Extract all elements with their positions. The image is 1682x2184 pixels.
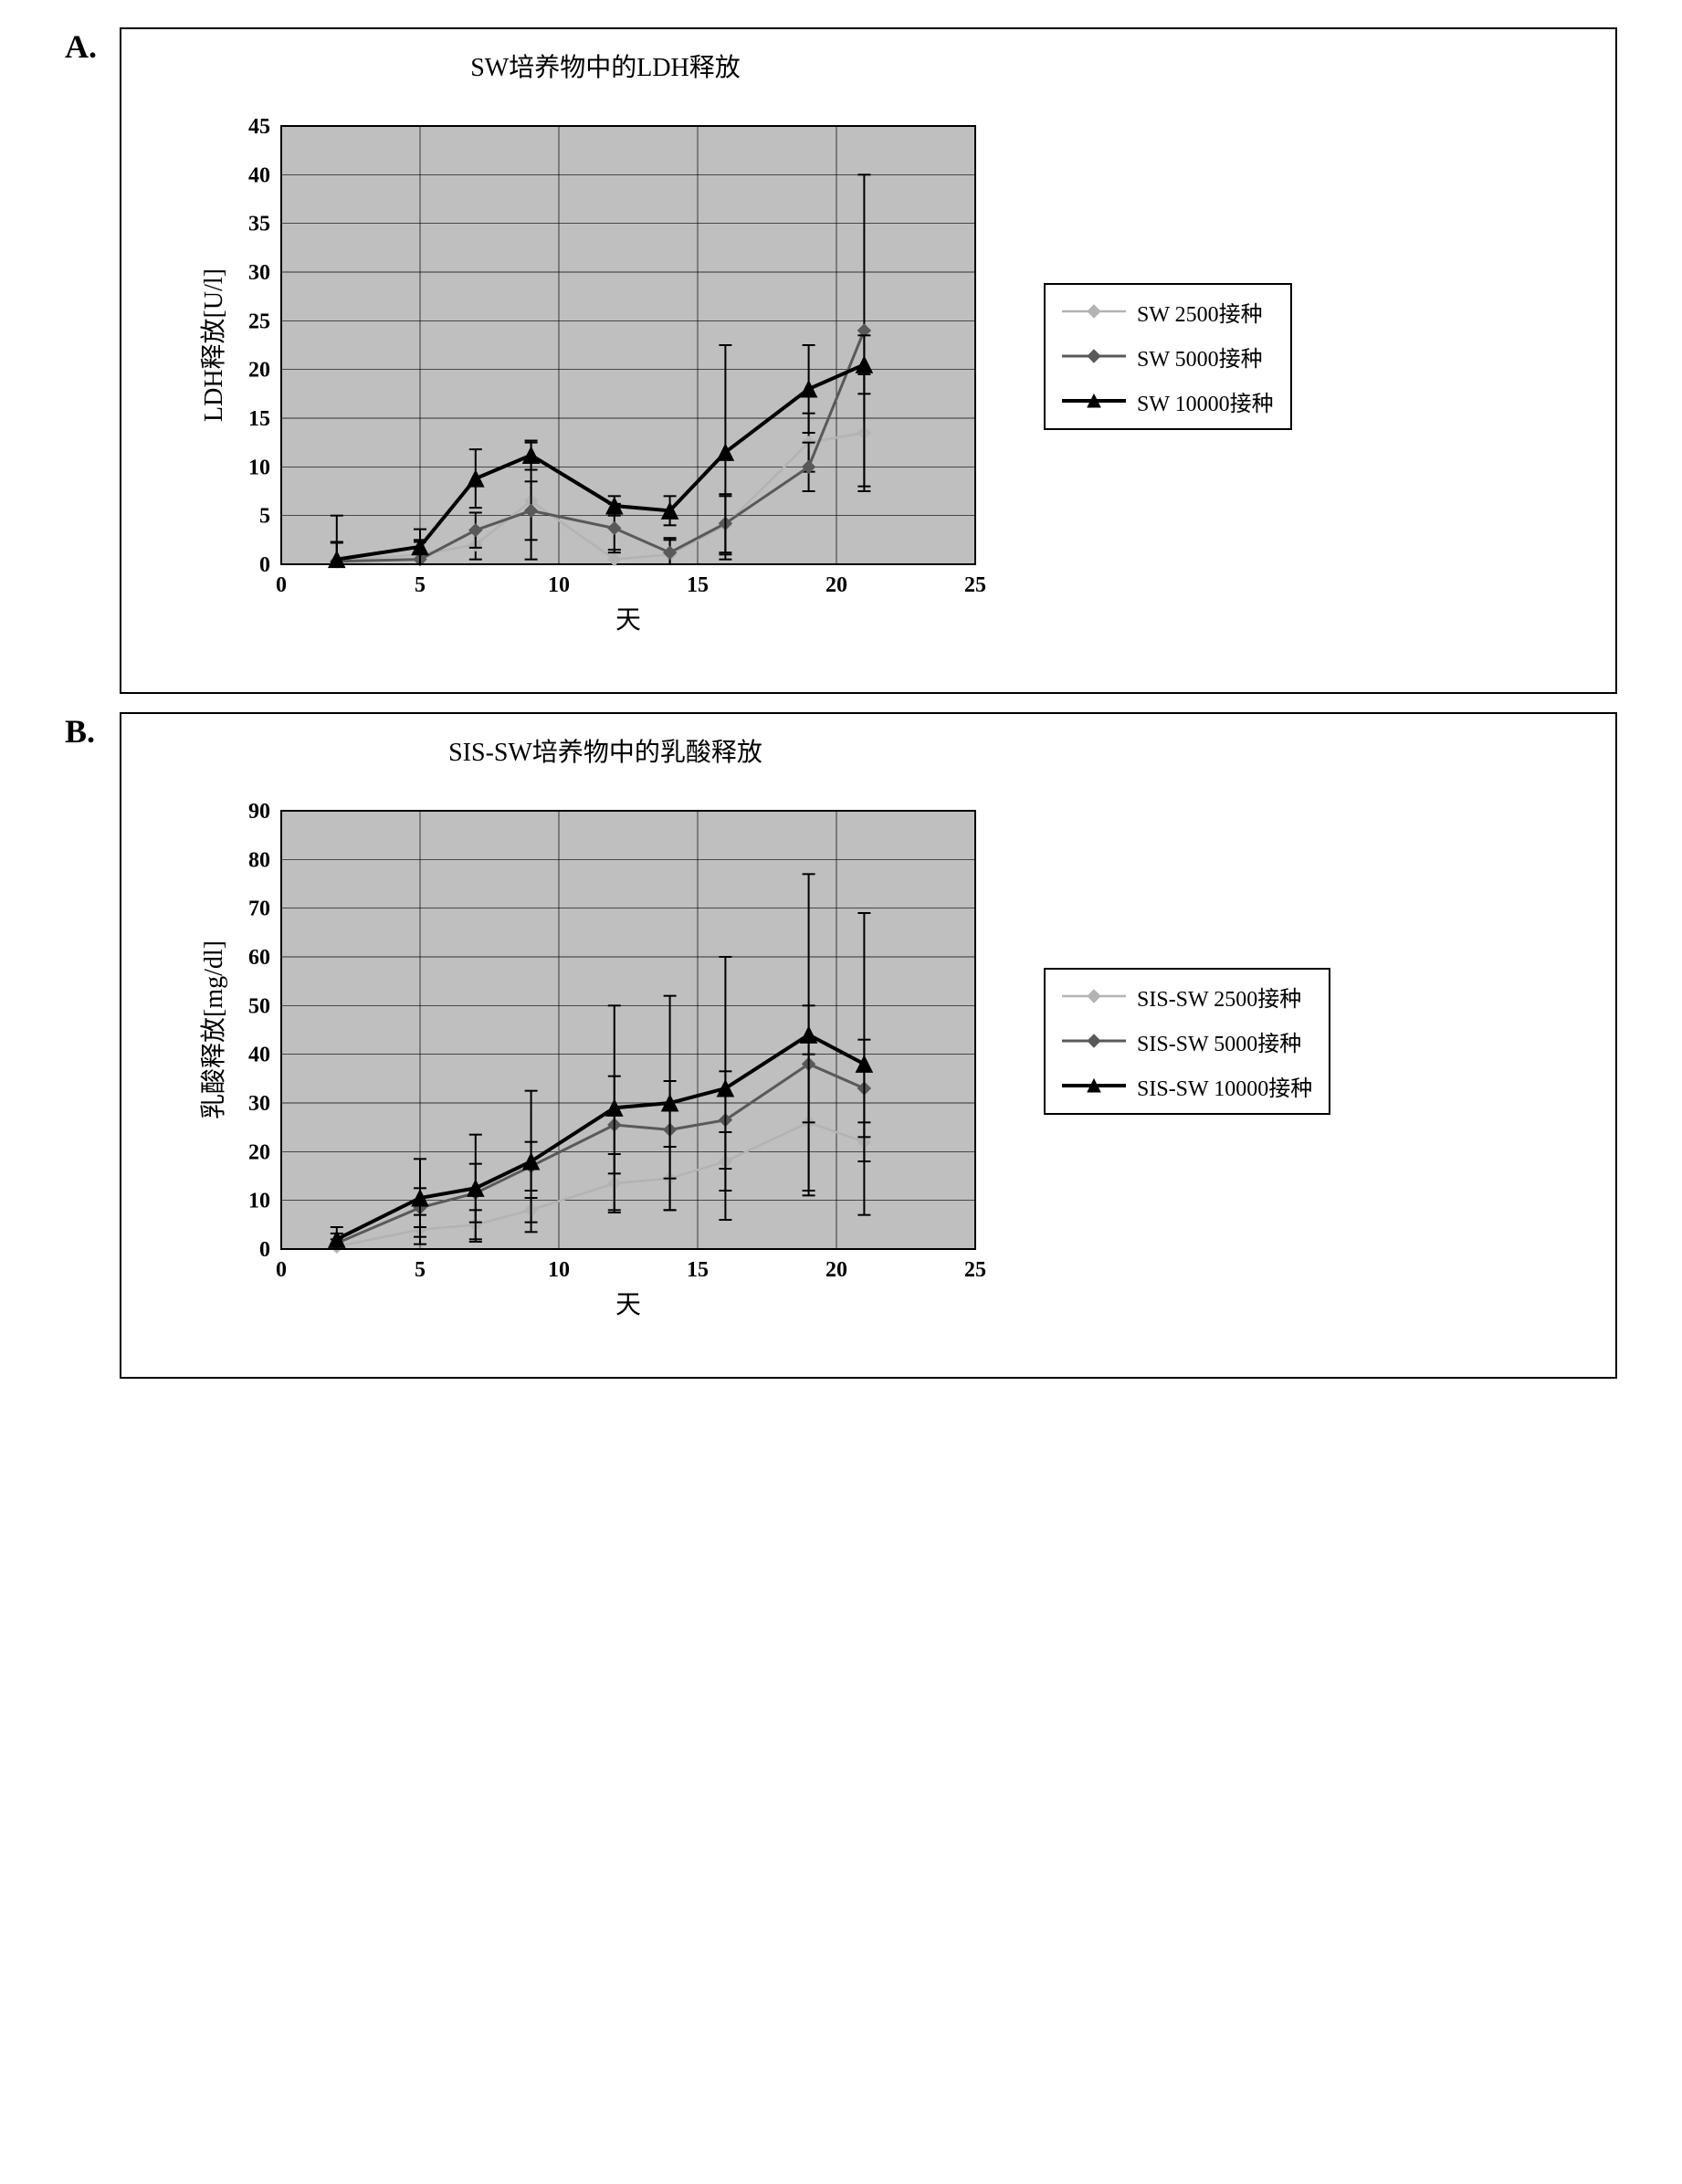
svg-text:25: 25 [248, 310, 270, 333]
svg-text:40: 40 [248, 1044, 270, 1067]
legend-label: SIS-SW 10000接种 [1137, 1070, 1312, 1102]
panel-a-frame: SW培养物中的LDH释放 0 5 10 15 20 25 0 5 10 15 20 25 30 35 40 4… [120, 27, 1617, 694]
panel-b-frame: SIS-SW培养物中的乳酸释放 0 5 10 15 20 25 0 10 20 30 40 50 60 7… [120, 712, 1617, 1379]
svg-text:60: 60 [248, 946, 270, 970]
svg-text:20: 20 [825, 573, 847, 597]
svg-text:45: 45 [248, 115, 270, 139]
svg-text:70: 70 [248, 898, 270, 921]
svg-text:10: 10 [248, 456, 270, 479]
svg-text:10: 10 [548, 573, 570, 597]
legend-item: SIS-SW 10000接种 [1062, 1070, 1312, 1102]
legend-item: SW 10000接种 [1062, 385, 1274, 417]
panel-b-legend: SIS-SW 2500接种 SIS-SW 5000接种 SIS-SW 10000接种 [1044, 968, 1330, 1115]
legend-item: SW 2500接种 [1062, 296, 1274, 328]
svg-text:25: 25 [964, 1258, 986, 1282]
svg-text:15: 15 [687, 573, 709, 597]
legend-item: SIS-SW 2500接种 [1062, 981, 1312, 1013]
svg-text:50: 50 [248, 994, 270, 1018]
legend-label: SW 2500接种 [1137, 296, 1263, 328]
svg-text:5: 5 [415, 1258, 426, 1282]
svg-text:0: 0 [259, 553, 270, 577]
panel-b-title: SIS-SW培养物中的乳酸释放 [448, 732, 762, 769]
svg-text:5: 5 [415, 573, 426, 597]
panel-a-chart-col: SW培养物中的LDH释放 0 5 10 15 20 25 0 5 10 15 20 25 30 35 40 4… [194, 47, 1016, 665]
svg-text:20: 20 [248, 1140, 270, 1164]
svg-text:天: 天 [615, 606, 641, 635]
svg-text:乳酸释放[mg/dl]: 乳酸释放[mg/dl] [199, 940, 228, 1119]
panel-b-chart: 0 5 10 15 20 25 0 10 20 30 40 50 60 70 80 90 天 乳酸释放[mg/dl… [194, 783, 1016, 1349]
panel-b-label: B. [65, 712, 120, 751]
panel-b-row: B. SIS-SW培养物中的乳酸释放 0 5 10 15 20 25 0 10 20 30 40 50… [65, 712, 1617, 1379]
legend-label: SIS-SW 5000接种 [1137, 1025, 1301, 1057]
svg-text:20: 20 [248, 359, 270, 383]
svg-text:35: 35 [248, 213, 270, 236]
svg-text:15: 15 [687, 1258, 709, 1282]
panel-a-title: SW培养物中的LDH释放 [470, 47, 741, 84]
legend-label: SW 5000接种 [1137, 341, 1263, 373]
svg-text:0: 0 [276, 573, 287, 597]
panel-b-chart-col: SIS-SW培养物中的乳酸释放 0 5 10 15 20 25 0 10 20 30 40 50 60 7… [194, 732, 1016, 1349]
svg-text:30: 30 [248, 261, 270, 285]
svg-text:LDH释放[U/l]: LDH释放[U/l] [199, 268, 228, 422]
svg-text:天: 天 [615, 1291, 641, 1319]
svg-text:5: 5 [259, 505, 270, 529]
legend-item: SIS-SW 5000接种 [1062, 1025, 1312, 1057]
panel-a-row: A. SW培养物中的LDH释放 0 5 10 15 20 25 0 5 10 15 20 25 30 35… [65, 27, 1617, 694]
svg-text:25: 25 [964, 573, 986, 597]
panel-a-legend: SW 2500接种 SW 5000接种 SW 10000接种 [1044, 283, 1292, 430]
svg-text:10: 10 [548, 1258, 570, 1282]
svg-text:80: 80 [248, 848, 270, 872]
svg-text:0: 0 [276, 1258, 287, 1282]
panel-a-chart: 0 5 10 15 20 25 0 5 10 15 20 25 30 35 40 45 天 LDH释放[U/l] [194, 99, 1016, 665]
svg-text:15: 15 [248, 407, 270, 431]
svg-text:30: 30 [248, 1092, 270, 1116]
panel-a-label: A. [65, 27, 120, 66]
svg-text:40: 40 [248, 163, 270, 187]
legend-item: SW 5000接种 [1062, 341, 1274, 373]
svg-text:10: 10 [248, 1190, 270, 1213]
legend-label: SW 10000接种 [1137, 385, 1274, 417]
figure-container: A. SW培养物中的LDH释放 0 5 10 15 20 25 0 5 10 15 20 25 30 35… [65, 27, 1617, 1379]
svg-text:0: 0 [259, 1238, 270, 1262]
legend-label: SIS-SW 2500接种 [1137, 981, 1301, 1013]
svg-text:20: 20 [825, 1258, 847, 1282]
svg-text:90: 90 [248, 800, 270, 824]
